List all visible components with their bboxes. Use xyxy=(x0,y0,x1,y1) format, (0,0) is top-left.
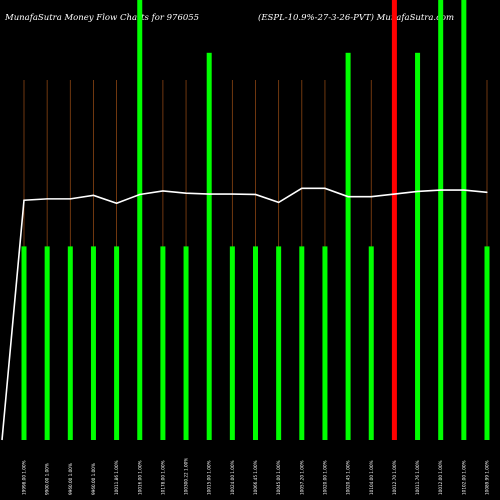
bar xyxy=(206,52,212,441)
line-point xyxy=(92,194,95,196)
bar xyxy=(21,246,27,440)
line-point xyxy=(463,189,465,191)
bar xyxy=(253,246,258,440)
bar xyxy=(44,246,50,440)
x-tick-label: 10024.00 1.00% xyxy=(230,460,235,495)
line-point xyxy=(69,198,71,200)
line-point xyxy=(347,196,349,198)
x-axis-tick-labels: 19998.00 1.00% 9900.00 1.00% 9960.00 1.00%… xyxy=(22,458,490,495)
line-point xyxy=(254,193,257,196)
x-tick-label: 10104.00 1.00% xyxy=(369,460,374,495)
line-point xyxy=(393,193,395,195)
line-point xyxy=(301,187,303,189)
money-flow-line xyxy=(1,187,488,441)
x-tick-label: 10089.99 1.00% xyxy=(485,460,490,495)
line-point xyxy=(116,202,118,204)
x-tick-label: 10011.86 1.00% xyxy=(114,460,119,495)
x-tick-label: 10012.70 1.00% xyxy=(392,460,397,495)
x-tick-label: 10015.00 1.00% xyxy=(207,460,212,495)
x-tick-label: 9960.00 1.00% xyxy=(91,463,96,495)
bar xyxy=(160,246,166,440)
bar xyxy=(484,246,490,440)
line-point xyxy=(440,189,442,191)
x-tick-label: 9900.00 1.00% xyxy=(45,463,50,495)
bar xyxy=(183,246,189,440)
line-point xyxy=(162,190,164,192)
bar-series xyxy=(21,0,490,441)
x-tick-label: 10102.00 1.00% xyxy=(461,460,466,495)
x-tick-label: 10020.00 1.00% xyxy=(322,460,327,495)
x-tick-label: 10057.20 1.00% xyxy=(299,460,304,495)
line-point xyxy=(23,199,25,201)
line-point xyxy=(370,196,372,198)
line-point xyxy=(486,191,488,193)
line-point xyxy=(278,201,280,203)
x-tick-label: 9960.00 1.00% xyxy=(68,463,73,495)
bar xyxy=(461,0,467,440)
bar xyxy=(391,0,397,440)
bar xyxy=(368,246,374,440)
bar xyxy=(438,0,444,440)
line-point xyxy=(185,192,187,194)
chart-title-left: MunafaSutra Money Flow Charts for 976055 xyxy=(4,13,199,23)
line-point xyxy=(416,190,419,192)
x-tick-label: 10012.00 1.00% xyxy=(438,460,443,495)
bar xyxy=(345,52,351,441)
bar xyxy=(67,246,73,440)
bar xyxy=(229,246,235,440)
x-tick-label: 10178.00 1.00% xyxy=(160,460,165,495)
line-point xyxy=(324,187,326,189)
x-tick-label: 10016.00 1.00% xyxy=(137,460,142,495)
bar xyxy=(137,0,143,440)
line-point xyxy=(139,193,141,196)
bar xyxy=(114,246,120,440)
line-series xyxy=(1,187,488,441)
line-point xyxy=(208,193,210,195)
chart-title-right: (ESPL-10.9%-27-3-26-PVT) MunafaSutra.com xyxy=(258,12,454,23)
x-tick-label: 100300.22 1.00% xyxy=(184,458,189,495)
x-tick-label: 10066.45 1.00% xyxy=(253,460,258,495)
bar xyxy=(90,246,96,440)
x-tick-label: 10020.45 1.00% xyxy=(346,460,351,495)
bar xyxy=(276,246,282,440)
line-point xyxy=(231,193,233,195)
x-tick-label: 19998.00 1.00% xyxy=(22,460,27,495)
x-tick-label: 10011.76 1.00% xyxy=(415,460,420,495)
bar xyxy=(415,52,421,441)
bar xyxy=(322,246,328,440)
line-point xyxy=(46,198,48,200)
x-tick-label: 10045.00 1.00% xyxy=(276,460,281,495)
bar xyxy=(299,246,305,440)
